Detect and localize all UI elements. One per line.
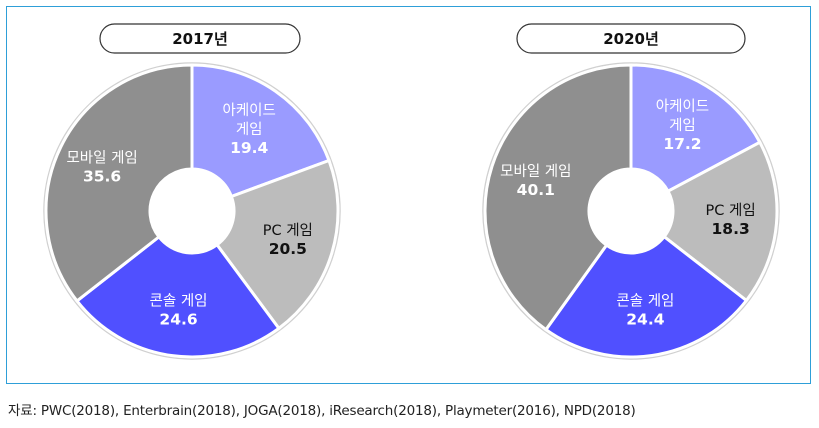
slice-value-label: 19.4 [230,139,268,157]
source-note: 자료: PWC(2018), Enterbrain(2018), JOGA(20… [8,403,636,419]
slice-value-label: 20.5 [269,240,307,258]
slice-value-label: 35.6 [83,168,121,186]
chart-title-pill [99,23,301,54]
slice-category-label: 게임 [669,117,696,134]
slice-category-label: 모바일 게임 [500,163,571,180]
slice-value-label: 17.2 [663,135,701,153]
slice-value-label: 18.3 [712,220,750,238]
slice-category-label: 콘솔 게임 [616,292,674,309]
slice-value-label: 24.6 [159,311,197,329]
donut-outer-border [482,62,780,360]
chart-title: 2017년 [172,30,228,48]
donut-hole [150,169,234,253]
slice-category-label: 아케이드 [656,98,709,115]
donut-outer-border [43,62,341,360]
slice-category-label: PC 게임 [263,222,313,239]
slice-category-label: 콘솔 게임 [150,293,208,310]
chart-title: 2020년 [603,30,659,48]
chart-title-pill [516,23,746,54]
slice-category-label: PC 게임 [706,202,756,219]
slice-category-label: 모바일 게임 [66,150,137,167]
slice-value-label: 40.1 [517,181,555,199]
slice-category-label: 아케이드 [223,102,276,119]
slice-category-label: 게임 [236,121,263,138]
donut-hole [589,169,673,253]
slice-value-label: 24.4 [626,310,664,328]
